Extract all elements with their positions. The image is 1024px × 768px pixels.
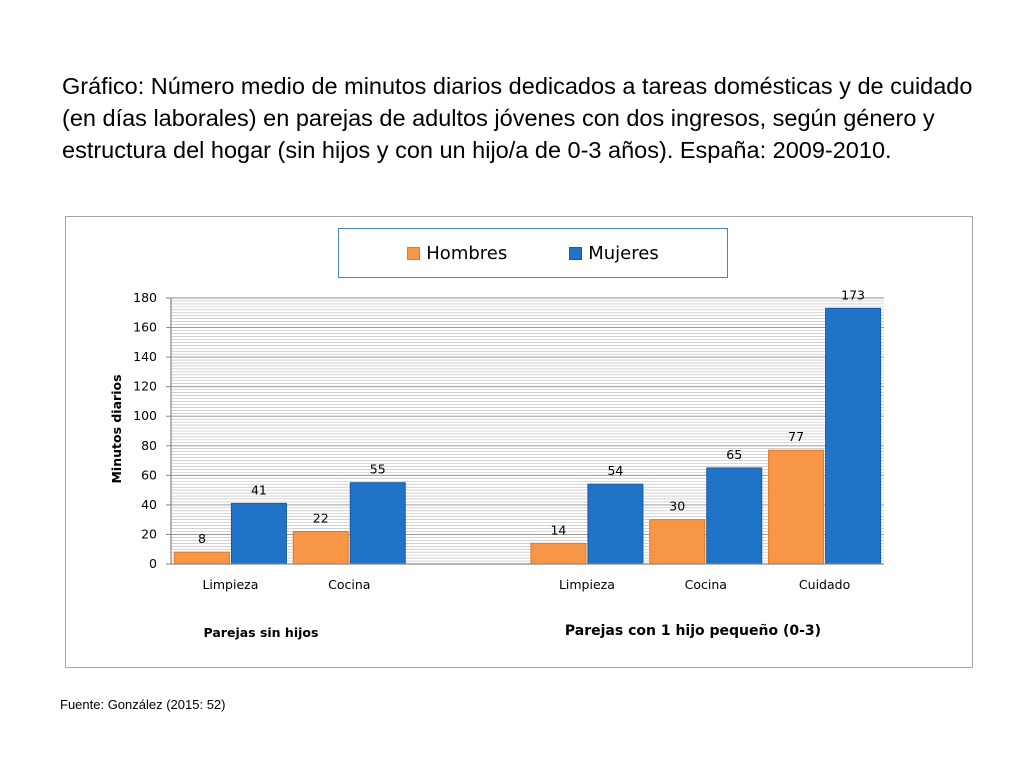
data-label: 30: [669, 499, 685, 514]
y-tick-label: 100: [133, 408, 157, 423]
bar-hombres: [649, 519, 706, 565]
y-tick-label: 60: [141, 467, 157, 482]
source-note: Fuente: González (2015: 52): [60, 697, 226, 712]
y-tick-label: 180: [133, 290, 157, 305]
data-label: 65: [726, 447, 742, 462]
group-label-con-hijo: Parejas con 1 hijo pequeño (0-3): [565, 623, 821, 639]
data-label: 54: [607, 463, 623, 478]
bar-mujeres: [349, 482, 406, 565]
legend-label-hombres: Hombres: [426, 242, 508, 264]
bar-mujeres: [587, 483, 644, 565]
legend-entry-mujeres: Mujeres: [569, 242, 659, 264]
chart-legend: Hombres Mujeres: [338, 228, 728, 278]
data-label: 173: [841, 287, 865, 302]
bar-hombres: [173, 551, 230, 565]
data-label: 8: [198, 531, 206, 546]
y-tick-label: 120: [133, 379, 157, 394]
x-tick-label: Limpieza: [559, 577, 615, 592]
bar-hombres: [768, 449, 825, 565]
x-tick-label: Limpieza: [202, 577, 258, 592]
x-tick-label: Cocina: [328, 577, 370, 592]
bar-mujeres: [230, 502, 287, 565]
legend-swatch-mujeres: [569, 246, 583, 260]
bar-mujeres: [706, 467, 763, 565]
x-tick-label: Cuidado: [799, 577, 850, 592]
legend-swatch-hombres: [407, 246, 421, 260]
bar-mujeres: [825, 307, 882, 565]
data-label: 22: [313, 510, 329, 525]
page-title: Gráfico: Número medio de minutos diarios…: [62, 73, 973, 163]
y-tick-label: 80: [141, 438, 157, 453]
group-label-sin-hijos: Parejas sin hijos: [204, 625, 319, 640]
legend-entry-hombres: Hombres: [407, 243, 507, 264]
y-axis-title: Minutos diarios: [109, 374, 124, 483]
data-label: 55: [370, 462, 386, 477]
data-label: 14: [550, 522, 566, 537]
data-label: 41: [251, 482, 267, 497]
chart-area: Hombres Mujeres 0 20 40 60 80 100 120 140 160 180…: [65, 216, 973, 668]
y-tick-label: 40: [141, 497, 157, 512]
y-tick-label: 0: [149, 556, 157, 571]
x-tick-label: Cocina: [685, 577, 727, 592]
legend-label-mujeres: Mujeres: [588, 242, 659, 264]
bar-hombres: [530, 542, 587, 565]
bar-hombres: [292, 530, 349, 565]
bar-chart: 0 20 40 60 80 100 120 140 160 180 Minutos diarios 8…: [109, 287, 884, 640]
y-tick-label: 140: [133, 349, 157, 364]
y-tick-label: 20: [141, 526, 157, 541]
data-label: 77: [788, 429, 804, 444]
y-tick-label: 160: [133, 320, 157, 335]
